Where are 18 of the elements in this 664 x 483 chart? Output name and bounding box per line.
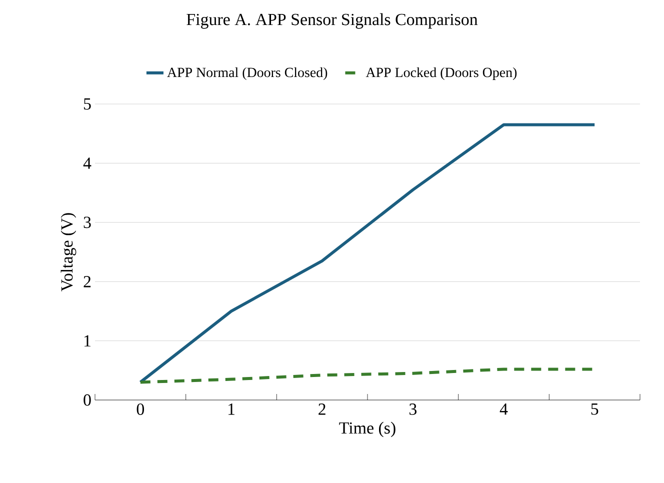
y-axis-title: Voltage (V) [60, 213, 76, 292]
line-series [138, 123, 596, 384]
x-tick-label: 4 [500, 404, 508, 415]
y-tick-label: 5 [84, 98, 91, 110]
x-tick-label: 3 [409, 404, 416, 415]
y-tick-label: 1 [84, 335, 90, 346]
x-tick-label: 5 [591, 404, 598, 415]
x-tick-label: 1 [228, 404, 234, 415]
y-tick-label: 4 [83, 158, 92, 169]
x-tick-label: 2 [318, 404, 326, 415]
chart-title: Figure A. APP Sensor Signals Comparison [186, 13, 478, 29]
y-tick-label: 2 [84, 276, 91, 288]
y-tick-label: 3 [84, 216, 91, 228]
x-axis-title: Time (s) [339, 422, 396, 438]
y-tick-label: 0 [84, 394, 91, 406]
x-tick-label: 0 [136, 404, 144, 415]
legend-label: APP Locked (Doors Open) [366, 67, 517, 80]
legend-label: APP Normal (Doors Closed) [167, 67, 328, 80]
